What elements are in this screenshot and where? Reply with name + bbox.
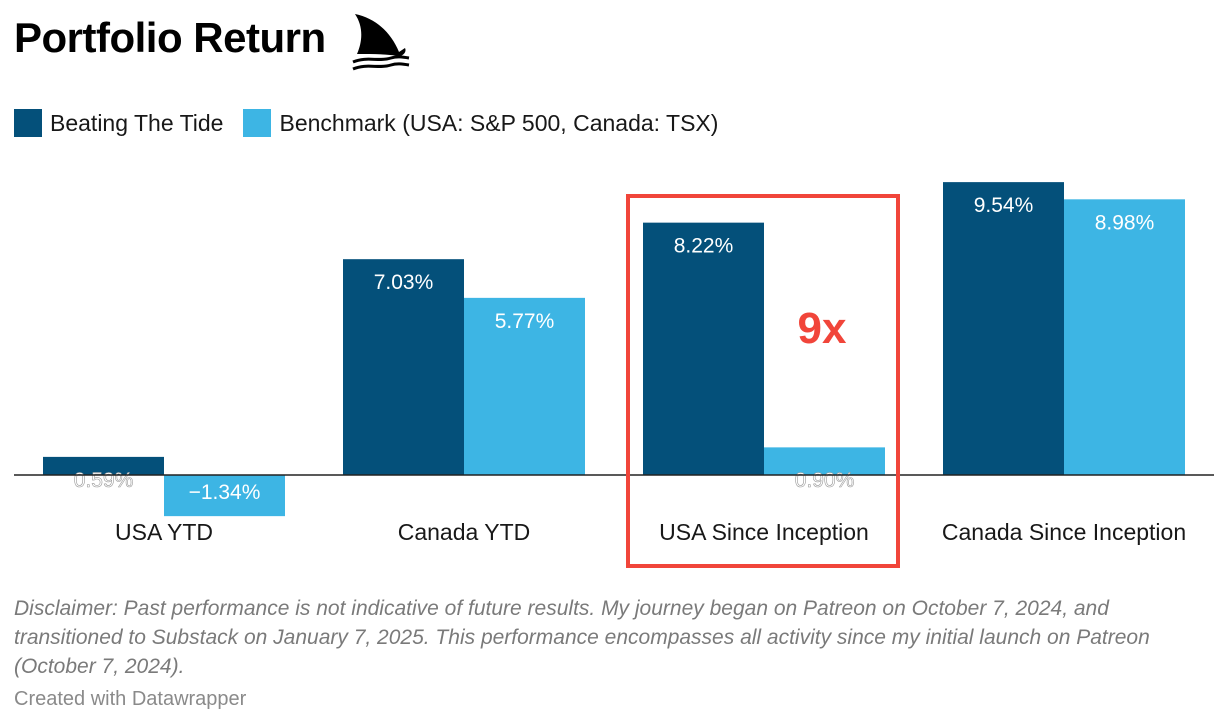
- data-label-benchmark-2: 0.90%: [795, 469, 855, 492]
- legend-label-series-2: Benchmark (USA: S&P 500, Canada: TSX): [279, 109, 719, 136]
- legend-swatch-series-2: [243, 109, 272, 137]
- chart-title: Portfolio Return: [14, 14, 326, 61]
- data-label-beating-the-tide-3: 9.54%: [974, 194, 1034, 217]
- legend-item-benchmark: Benchmark (USA: S&P 500, Canada: TSX): [243, 109, 718, 137]
- data-label-benchmark-1: 5.77%: [495, 310, 555, 333]
- bar-beating-the-tide-3: [943, 182, 1064, 475]
- category-label-1: Canada YTD: [398, 519, 531, 545]
- category-label-2: USA Since Inception: [659, 519, 869, 545]
- legend-swatch-series-1: [14, 109, 42, 137]
- datawrapper-credit: Created with Datawrapper: [14, 688, 247, 710]
- shark-fin-icon: [352, 14, 410, 71]
- data-label-beating-the-tide-0: 0.59%: [74, 469, 134, 492]
- legend-label-series-1: Beating The Tide: [50, 109, 224, 136]
- bar-beating-the-tide-1: [343, 259, 464, 475]
- data-label-benchmark-3: 8.98%: [1095, 211, 1155, 234]
- legend-item-beating-the-tide: Beating The Tide: [14, 109, 223, 137]
- bar-benchmark-1: [464, 297, 585, 475]
- bar-chart: 0.59% 7.03% 8.22% 9.54% −1.34% 5.77% 0.90% 8.98…: [14, 182, 1214, 568]
- disclaimer-text: Disclaimer: Past performance is not indi…: [14, 597, 1150, 678]
- chart-legend: Beating The Tide Benchmark (USA: S&P 500…: [14, 108, 738, 138]
- bar-benchmark-2: [764, 447, 885, 475]
- category-label-3: Canada Since Inception: [942, 519, 1186, 545]
- bar-benchmark-0: [164, 475, 285, 517]
- highlight-box: [626, 194, 900, 568]
- data-label-benchmark-0: −1.34%: [189, 481, 261, 504]
- data-label-beating-the-tide-1: 7.03%: [374, 271, 434, 294]
- annotation-9x: 9x: [798, 304, 847, 353]
- bar-beating-the-tide-0: [43, 456, 164, 475]
- data-label-beating-the-tide-2: 8.22%: [674, 235, 734, 258]
- bar-beating-the-tide-2: [643, 222, 764, 475]
- category-label-0: USA YTD: [115, 519, 213, 545]
- bar-benchmark-3: [1064, 199, 1185, 475]
